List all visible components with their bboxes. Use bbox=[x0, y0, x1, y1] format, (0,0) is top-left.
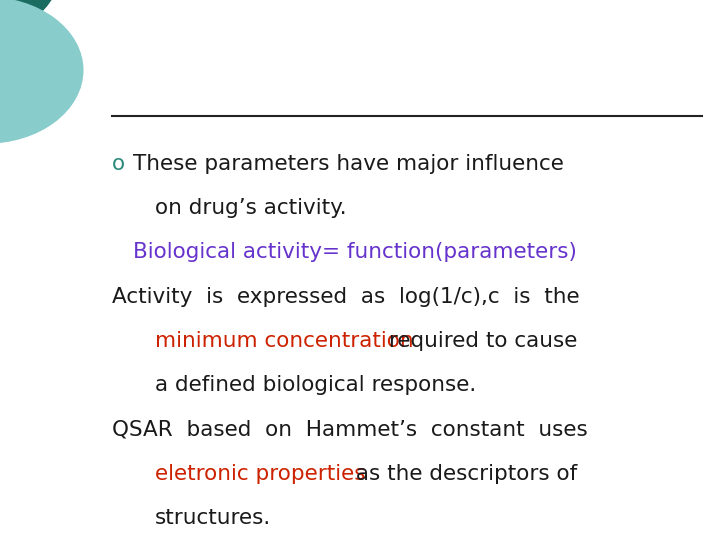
Text: o: o bbox=[112, 154, 125, 174]
Text: required to cause: required to cause bbox=[382, 331, 577, 351]
Text: on drug’s activity.: on drug’s activity. bbox=[155, 198, 346, 218]
Text: These parameters have major influence: These parameters have major influence bbox=[133, 154, 564, 174]
Circle shape bbox=[0, 0, 83, 143]
Text: a defined biological response.: a defined biological response. bbox=[155, 375, 476, 395]
Text: Activity  is  expressed  as  log(1/c),c  is  the: Activity is expressed as log(1/c),c is t… bbox=[112, 287, 579, 307]
Text: Biological activity= function(parameters): Biological activity= function(parameters… bbox=[133, 242, 577, 262]
Text: as the descriptors of: as the descriptors of bbox=[349, 464, 577, 484]
Text: structures.: structures. bbox=[155, 508, 271, 528]
Circle shape bbox=[0, 0, 65, 51]
Text: eletronic properties: eletronic properties bbox=[155, 464, 365, 484]
Text: QSAR  based  on  Hammet’s  constant  uses: QSAR based on Hammet’s constant uses bbox=[112, 420, 588, 440]
Text: minimum concentration: minimum concentration bbox=[155, 331, 413, 351]
